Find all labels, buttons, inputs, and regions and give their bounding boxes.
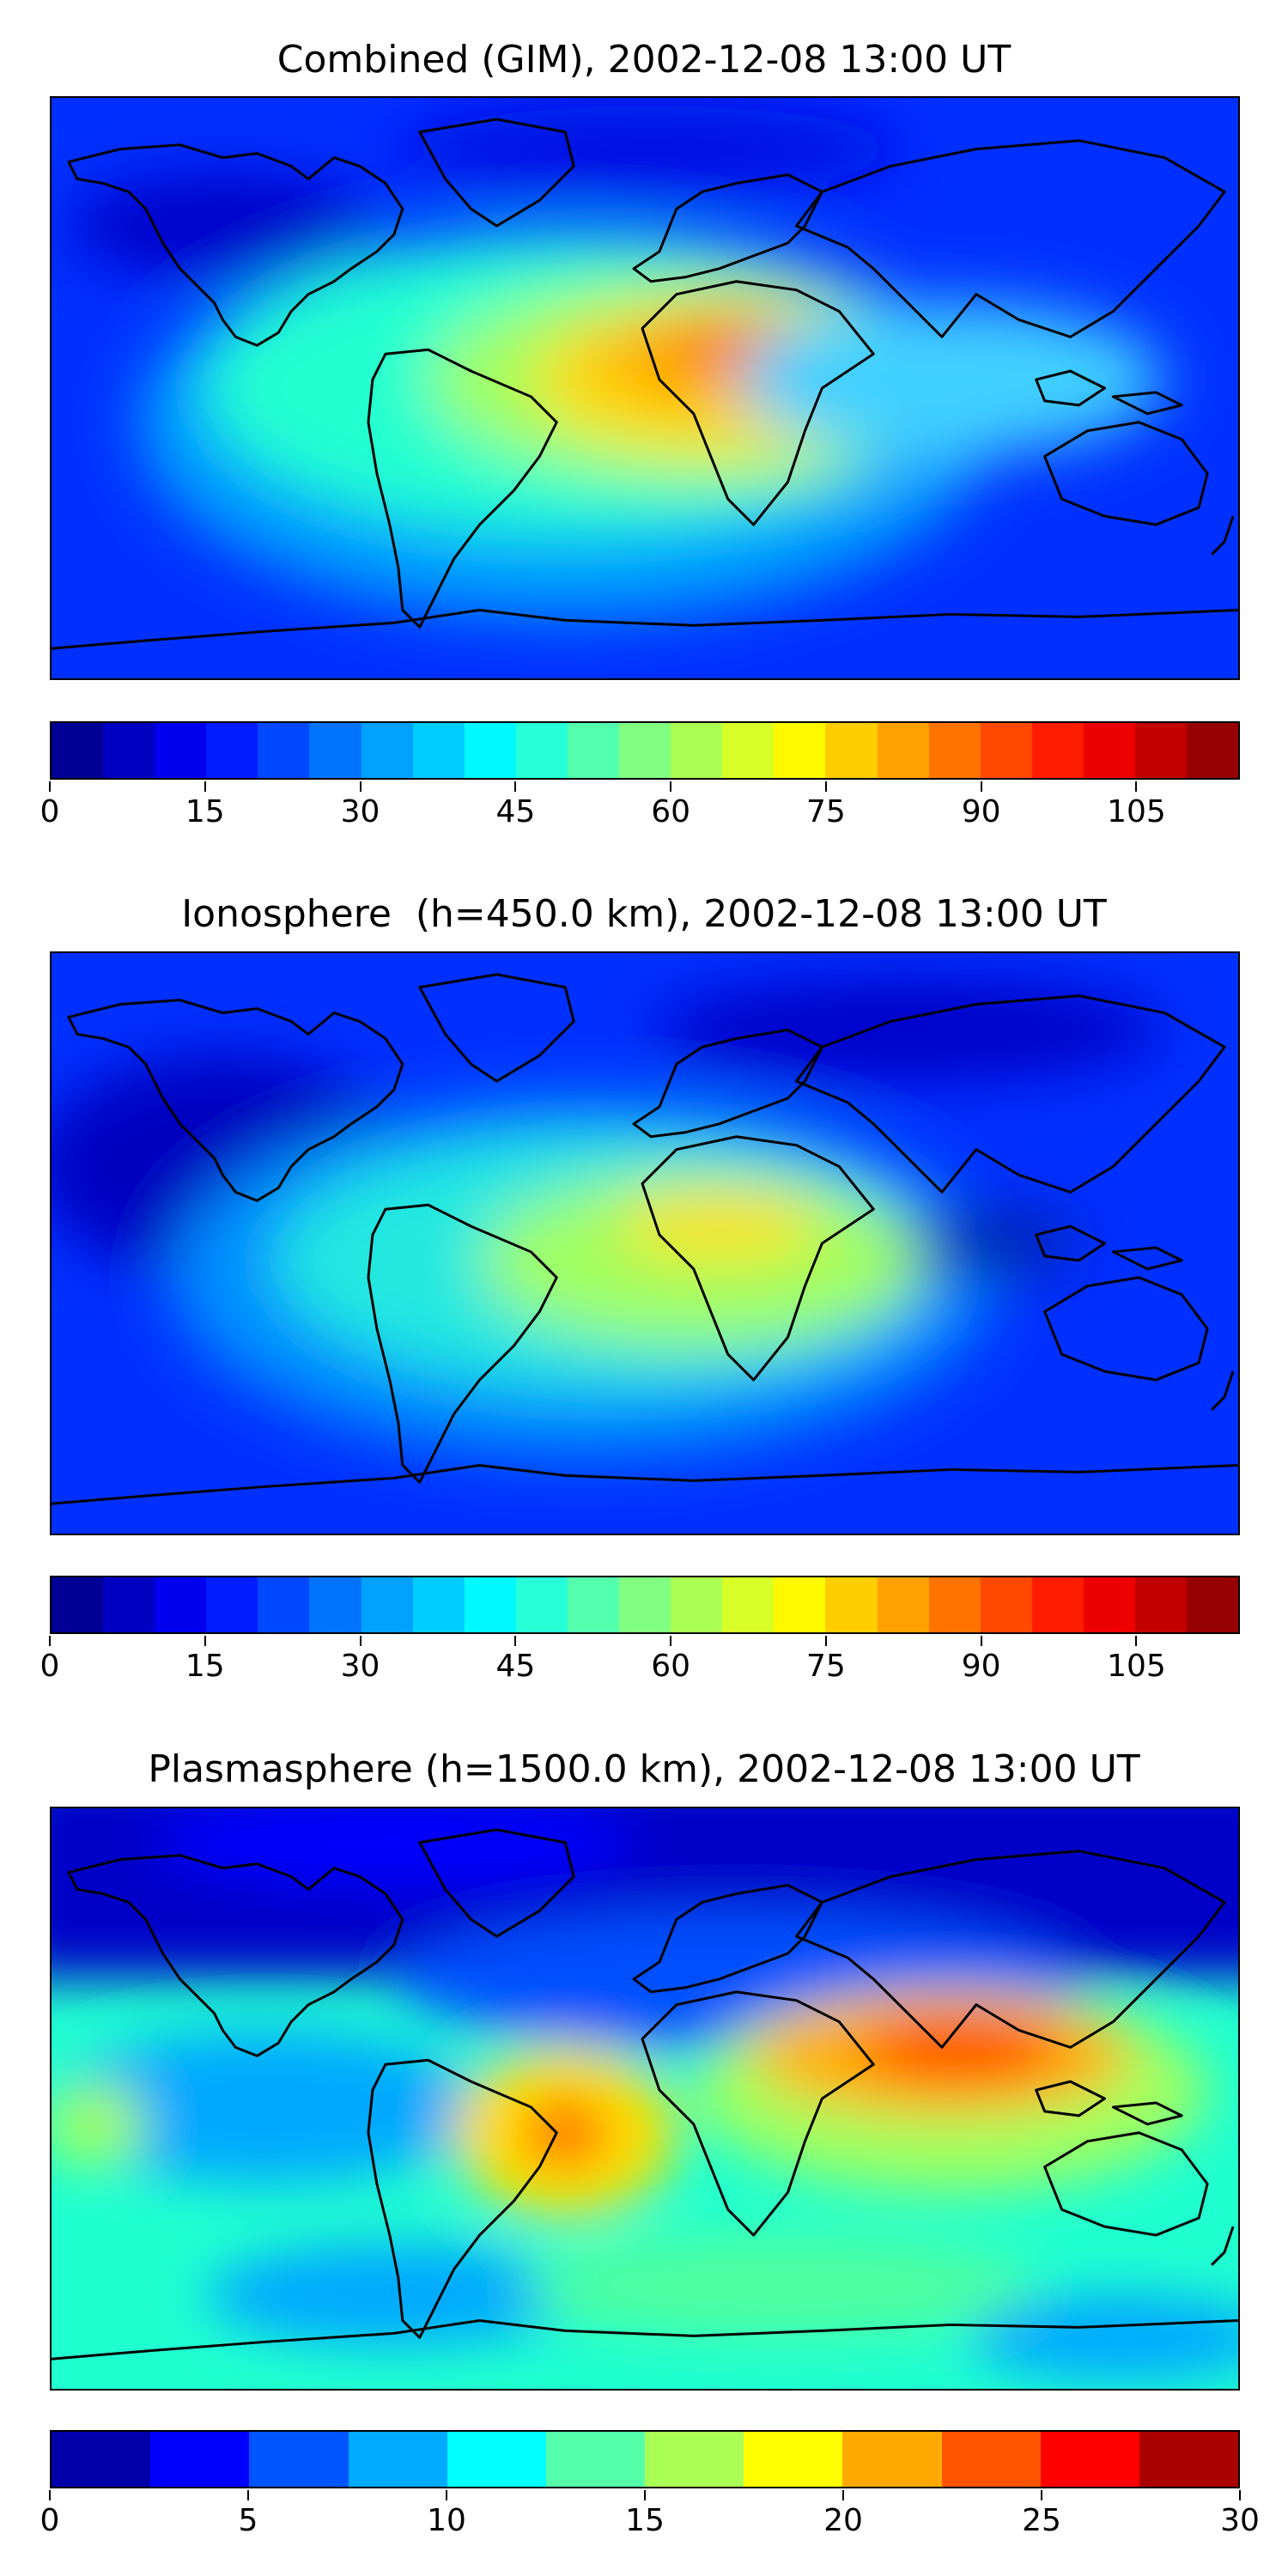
colorbar-segment: [941, 2432, 1041, 2487]
colorbar-segment: [447, 2432, 546, 2487]
colorbar-segment: [103, 723, 155, 778]
map-plasmasphere: [50, 1807, 1240, 2391]
colorbar-tick-label: 0: [39, 1649, 60, 1684]
colorbar-segment: [361, 723, 413, 778]
colorbar-tick-label: 105: [1107, 794, 1166, 829]
colorbar-segment: [258, 1577, 310, 1632]
colorbar-segment: [928, 723, 981, 778]
colorbar-tick-label: 15: [185, 794, 225, 829]
colorbar-segment: [619, 1577, 671, 1632]
colorbar-tick-label: 10: [427, 2503, 466, 2538]
colorbar-tick-label: 105: [1107, 1649, 1166, 1684]
colorbar-segment: [1187, 723, 1239, 778]
colorbar-segment: [412, 723, 465, 778]
colorbar-segment: [980, 1577, 1032, 1632]
colorbar-segment: [567, 723, 620, 778]
colorbar-segment: [206, 1577, 258, 1632]
colorbar-segment: [1139, 2432, 1239, 2487]
colorbar-segment: [348, 2432, 447, 2487]
colorbar-segment: [52, 2432, 151, 2487]
colorbar-segment: [464, 1577, 516, 1632]
colorbar-segment: [206, 723, 258, 778]
colorbar-segment: [309, 723, 361, 778]
colorbar-segment: [515, 723, 568, 778]
colorbar-segment: [1031, 1577, 1084, 1632]
colorbar-segment: [567, 1577, 620, 1632]
map-combined: [50, 96, 1240, 680]
colorbar-segment: [1187, 1577, 1239, 1632]
colorbar-segment: [155, 723, 207, 778]
colorbar-tick-label: 30: [340, 1649, 380, 1684]
colorbar-segment: [361, 1577, 413, 1632]
colorbar-segment: [825, 1577, 878, 1632]
colorbar-segment: [1031, 723, 1084, 778]
colorbar-segment: [249, 2432, 349, 2487]
colorbar-ticks-combined: 0 15 30 45 60 75 90 105: [40, 781, 1240, 829]
colorbar-tick-label: 75: [806, 1649, 846, 1684]
colorbar-segment: [412, 1577, 465, 1632]
colorbar-tick-label: 0: [39, 794, 60, 829]
colorbar-tick-label: 90: [961, 1649, 1001, 1684]
colorbar-tick-label: 60: [651, 794, 691, 829]
colorbar-segment: [464, 723, 516, 778]
colorbar-tick-label: 30: [340, 794, 380, 829]
colorbar-segment: [1134, 1577, 1188, 1632]
colorbar-tick-label: 25: [1022, 2503, 1061, 2538]
colorbar-segment: [515, 1577, 568, 1632]
panel-title-plasmasphere: Plasmasphere (h=1500.0 km), 2002-12-08 1…: [148, 1747, 1140, 1791]
panel-title-ionosphere: Ionosphere (h=450.0 km), 2002-12-08 13:0…: [181, 892, 1107, 936]
colorbar-ticks-plasmasphere: 0 5 10 15 20 25 30: [40, 2490, 1260, 2538]
colorbar-tick-label: 30: [1220, 2503, 1260, 2538]
colorbar-tick-label: 45: [495, 1649, 536, 1684]
colorbar-tick-label: 90: [961, 794, 1001, 829]
colorbar-tick-label: 45: [495, 794, 536, 829]
colorbar-tick-label: 5: [238, 2503, 258, 2538]
colorbar-segment: [928, 1577, 981, 1632]
colorbar-segment: [309, 1577, 361, 1632]
colorbar-segment: [877, 1577, 929, 1632]
colorbar-segment: [545, 2432, 646, 2487]
colorbar-plasmasphere: [50, 2430, 1240, 2488]
colorbar-segment: [1083, 723, 1135, 778]
colorbar-tick-label: 15: [625, 2503, 665, 2538]
colorbar-segment: [722, 723, 775, 778]
map-ionosphere: [50, 951, 1240, 1535]
colorbar-segment: [103, 1577, 155, 1632]
colorbar-tick-label: 15: [185, 1649, 225, 1684]
colorbar-segment: [980, 723, 1032, 778]
colorbar-tick-label: 60: [651, 1649, 691, 1684]
colorbar-ionosphere: [50, 1576, 1240, 1634]
colorbar-segment: [155, 1577, 207, 1632]
colorbar-segment: [825, 723, 878, 778]
colorbar-segment: [744, 2432, 843, 2487]
colorbar-tick-label: 20: [823, 2503, 863, 2538]
panel-title-combined: Combined (GIM), 2002-12-08 13:00 UT: [276, 38, 1012, 82]
colorbar-segment: [842, 2432, 942, 2487]
colorbar-segment: [258, 723, 310, 778]
colorbar-segment: [1134, 723, 1188, 778]
colorbar-segment: [774, 1577, 826, 1632]
colorbar-segment: [671, 723, 723, 778]
colorbar-segment: [877, 723, 929, 778]
colorbar-tick-label: 75: [806, 794, 846, 829]
colorbar-ticks-ionosphere: 0 15 30 45 60 75 90 105: [40, 1636, 1240, 1684]
colorbar-segment: [52, 1577, 104, 1632]
colorbar-segment: [722, 1577, 775, 1632]
colorbar-tick-label: 0: [39, 2503, 60, 2538]
colorbar-segment: [1083, 1577, 1135, 1632]
colorbar-segment: [774, 723, 826, 778]
colorbar-segment: [671, 1577, 723, 1632]
colorbar-combined: [50, 721, 1240, 780]
colorbar-segment: [1040, 2432, 1139, 2487]
colorbar-segment: [645, 2432, 744, 2487]
colorbar-segment: [150, 2432, 250, 2487]
colorbar-segment: [619, 723, 671, 778]
colorbar-segment: [52, 723, 104, 778]
